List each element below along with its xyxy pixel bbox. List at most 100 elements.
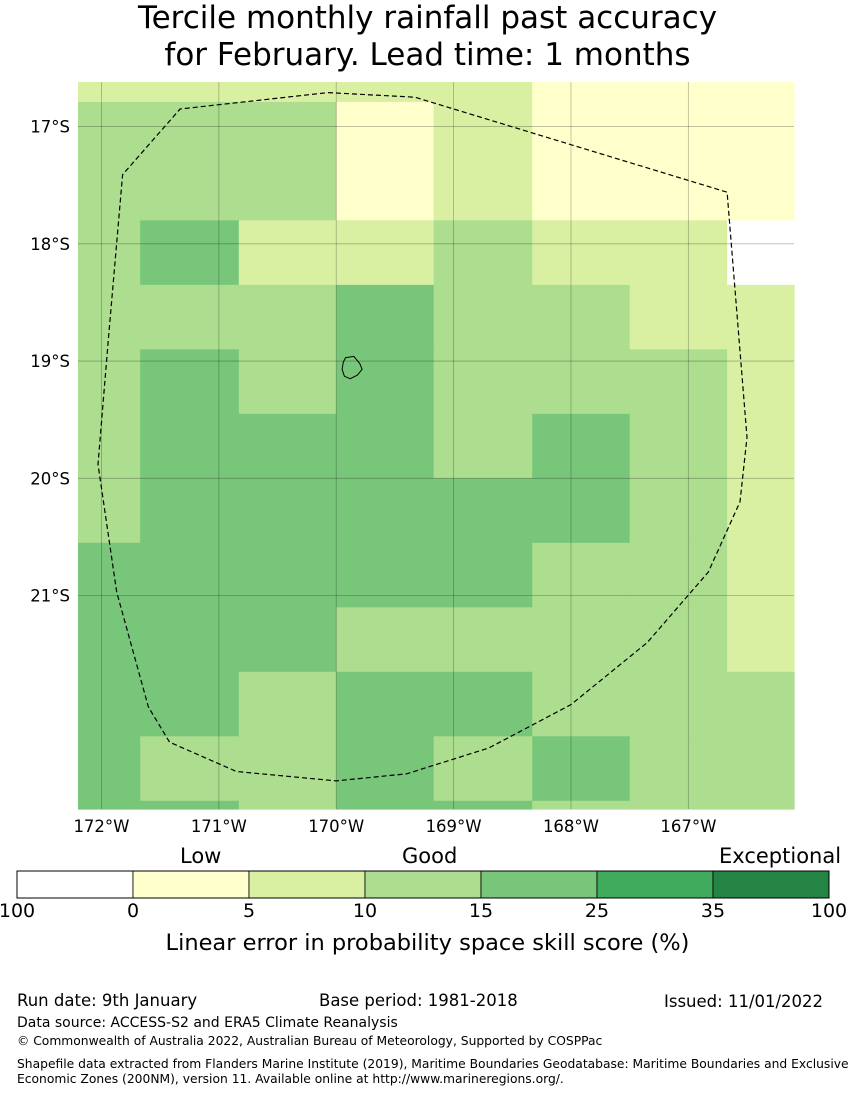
longitude-tick-label: 168°W bbox=[543, 817, 599, 836]
skill-cell bbox=[629, 284, 728, 350]
skill-cell bbox=[727, 284, 795, 350]
skill-cell bbox=[336, 284, 435, 350]
longitude-tick-label: 172°W bbox=[73, 817, 129, 836]
skill-cell bbox=[140, 284, 240, 350]
skill-cell bbox=[238, 542, 337, 608]
longitude-tick-label: 169°W bbox=[426, 817, 482, 836]
skill-cell bbox=[433, 220, 533, 286]
data-source: Data source: ACCESS-S2 and ERA5 Climate … bbox=[17, 1015, 398, 1031]
skill-cell bbox=[629, 413, 728, 479]
skill-cell bbox=[140, 478, 240, 544]
skill-cell bbox=[140, 101, 240, 156]
skill-cell bbox=[336, 736, 435, 802]
skill-cell bbox=[78, 284, 141, 350]
skill-cell bbox=[727, 542, 795, 608]
colorbar-tick-label: 25 bbox=[584, 900, 610, 922]
skill-cell bbox=[140, 736, 240, 802]
skill-cell bbox=[532, 413, 631, 479]
island-outline bbox=[341, 355, 363, 380]
skill-cell bbox=[140, 82, 240, 103]
skill-cell bbox=[140, 349, 240, 415]
skill-cell bbox=[78, 154, 141, 221]
skill-cell bbox=[238, 101, 337, 156]
skill-cell bbox=[727, 607, 795, 673]
skill-cell bbox=[727, 800, 795, 810]
skill-cell bbox=[140, 671, 240, 737]
skill-cell bbox=[78, 413, 141, 479]
skill-cell bbox=[336, 220, 435, 286]
skill-cell bbox=[238, 154, 337, 221]
colorbar-category-low: Low bbox=[180, 844, 222, 868]
skill-cell bbox=[78, 101, 141, 156]
latitude-tick-label: 19°S bbox=[30, 352, 70, 371]
skill-cell bbox=[140, 154, 240, 221]
skill-cell bbox=[238, 736, 337, 802]
skill-cell bbox=[140, 220, 240, 286]
skill-cell bbox=[336, 101, 435, 156]
skill-cell bbox=[336, 154, 435, 221]
skill-grid bbox=[78, 82, 795, 810]
skill-cell bbox=[629, 220, 728, 286]
skill-cell bbox=[629, 542, 728, 608]
skill-cell bbox=[336, 478, 435, 544]
colorbar-outline bbox=[16, 870, 830, 899]
skill-cell bbox=[629, 82, 728, 103]
skill-cell bbox=[140, 607, 240, 673]
skill-cell bbox=[238, 349, 337, 415]
skill-cell bbox=[78, 82, 141, 103]
skill-cell bbox=[238, 413, 337, 479]
skill-cell bbox=[727, 671, 795, 737]
colorbar-segment bbox=[132, 870, 250, 899]
shapefile-credit-line-2: Economic Zones (200NM), version 11. Avai… bbox=[17, 1072, 564, 1086]
skill-cell bbox=[140, 542, 240, 608]
colorbar-tick-label: 0 bbox=[126, 900, 140, 922]
skill-cell bbox=[238, 220, 337, 286]
longitude-tick-label: 167°W bbox=[660, 817, 716, 836]
skill-cell bbox=[78, 736, 141, 802]
colorbar-tick-label: 10 bbox=[352, 900, 378, 922]
skill-cell bbox=[336, 82, 435, 103]
skill-cell bbox=[336, 800, 435, 810]
colorbar-axis-label: Linear error in probability space skill … bbox=[165, 930, 690, 956]
skill-cell bbox=[433, 154, 533, 221]
latitude-tick-label: 21°S bbox=[30, 587, 70, 606]
colorbar-tick-label: 15 bbox=[468, 900, 494, 922]
colorbar-tick-label: 35 bbox=[700, 900, 726, 922]
skill-cell bbox=[727, 349, 795, 415]
skill-cell bbox=[433, 478, 533, 544]
skill-cell bbox=[238, 478, 337, 544]
skill-cell bbox=[433, 607, 533, 673]
copyright: © Commonwealth of Australia 2022, Austra… bbox=[17, 1034, 603, 1048]
skill-cell bbox=[532, 736, 631, 802]
skill-cell bbox=[336, 349, 435, 415]
skill-cell bbox=[433, 349, 533, 415]
colorbar-category-exceptional: Exceptional bbox=[719, 844, 842, 868]
latitude-tick-label: 18°S bbox=[30, 235, 70, 254]
skill-cell bbox=[727, 101, 795, 156]
skill-cell bbox=[238, 82, 337, 103]
skill-cell bbox=[336, 542, 435, 608]
skill-cell bbox=[78, 607, 141, 673]
skill-cell bbox=[336, 607, 435, 673]
map-title-line-1: Tercile monthly rainfall past accuracy bbox=[137, 0, 718, 36]
skill-cell bbox=[238, 607, 337, 673]
skill-cell bbox=[727, 154, 795, 221]
issued-date: Issued: 11/01/2022 bbox=[664, 992, 824, 1011]
skill-cell bbox=[532, 542, 631, 608]
colorbar-tick-label: 5 bbox=[242, 900, 256, 922]
skill-cell bbox=[532, 82, 631, 103]
colorbar-segment bbox=[480, 870, 598, 899]
skill-cell bbox=[336, 671, 435, 737]
shapefile-credit-line-1: Shapefile data extracted from Flanders M… bbox=[17, 1057, 849, 1071]
skill-cell bbox=[727, 478, 795, 544]
skill-cell bbox=[140, 800, 240, 810]
skill-cell bbox=[78, 671, 141, 737]
skill-cell bbox=[629, 154, 728, 221]
longitude-tick-label: 171°W bbox=[191, 817, 247, 836]
eez-boundary bbox=[97, 91, 748, 782]
latitude-tick-label: 17°S bbox=[30, 118, 70, 137]
skill-cell bbox=[629, 349, 728, 415]
colorbar bbox=[16, 870, 830, 899]
latitude-tick-labels: 17°S 18°S 19°S 20°S 21°S bbox=[30, 118, 70, 606]
